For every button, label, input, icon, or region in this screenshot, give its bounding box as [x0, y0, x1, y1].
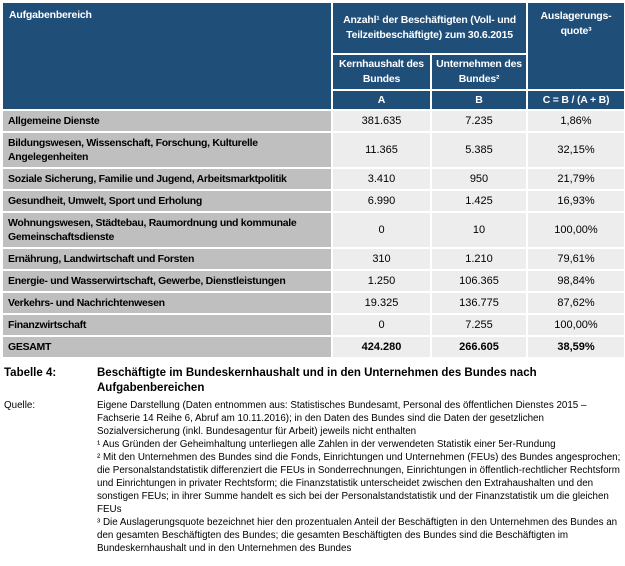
table-body: Allgemeine Dienste 381.635 7.235 1,86% B… [1, 109, 625, 359]
value-a: 11.365 [331, 131, 432, 169]
caption-label: Tabelle 4: [4, 367, 57, 379]
row-label: Bildungswesen, Wissenschaft, Forschung, … [1, 131, 333, 169]
caption-title: Beschäftigte im Bundeskernhaushalt und i… [97, 367, 537, 394]
table-row: Ernährung, Landwirtschaft und Forsten 31… [1, 247, 625, 271]
value-c: 16,93% [526, 189, 625, 213]
source-text: Eigene Darstellung (Daten entnommen aus:… [97, 399, 587, 437]
table-row: Allgemeine Dienste 381.635 7.235 1,86% [1, 109, 625, 133]
value-a: 310 [331, 247, 432, 271]
value-c: 38,59% [526, 335, 625, 359]
footnote-1: ¹ Aus Gründen der Geheimhaltung unterlie… [97, 438, 556, 450]
source-block: Quelle: Eigene Darstellung (Daten entnom… [4, 399, 625, 555]
value-b: 7.255 [430, 313, 528, 337]
table-row: Gesundheit, Umwelt, Sport und Erholung 6… [1, 189, 625, 213]
table-row: Finanzwirtschaft 0 7.255 100,00% [1, 313, 625, 337]
value-b: 266.605 [430, 335, 528, 359]
row-label: Soziale Sicherung, Familie und Jugend, A… [1, 167, 333, 191]
value-a: 3.410 [331, 167, 432, 191]
row-label: GESAMT [1, 335, 333, 359]
source-label: Quelle: [4, 399, 36, 411]
table-caption: Tabelle 4: Beschäftigte im Bundeskernhau… [4, 366, 625, 396]
table-row-total: GESAMT 424.280 266.605 38,59% [1, 335, 625, 359]
header-unternehmen: Unternehmen des Bundes² [430, 53, 528, 91]
value-c: 100,00% [526, 313, 625, 337]
value-a: 19.325 [331, 291, 432, 315]
table-row: Soziale Sicherung, Familie und Jugend, A… [1, 167, 625, 191]
header-anzahl-group: Anzahl¹ der Beschäftigten (Voll- und Tei… [331, 1, 528, 55]
value-a: 0 [331, 211, 432, 249]
value-b: 7.235 [430, 109, 528, 133]
value-a: 381.635 [331, 109, 432, 133]
table-row: Wohnungswesen, Städtebau, Raumordnung un… [1, 211, 625, 249]
employees-table: Aufgabenbereich Anzahl¹ der Beschäftigte… [1, 1, 625, 359]
header-col-c: C = B / (A + B) [526, 89, 625, 111]
header-col-a: A [331, 89, 432, 111]
header-aufgabenbereich: Aufgabenbereich [1, 1, 333, 111]
table-row: Bildungswesen, Wissenschaft, Forschung, … [1, 131, 625, 169]
row-label: Verkehrs- und Nachrichtenwesen [1, 291, 333, 315]
value-b: 136.775 [430, 291, 528, 315]
value-a: 6.990 [331, 189, 432, 213]
value-c: 87,62% [526, 291, 625, 315]
row-label: Allgemeine Dienste [1, 109, 333, 133]
row-label: Wohnungswesen, Städtebau, Raumordnung un… [1, 211, 333, 249]
header-row-abc: A B C = B / (A + B) [2, 89, 625, 111]
footnote-3: ³ Die Auslagerungsquote bezeichnet hier … [97, 517, 618, 555]
table-row: Verkehrs- und Nachrichtenwesen 19.325 13… [1, 291, 625, 315]
source-body: Eigene Darstellung (Daten entnommen aus:… [97, 399, 622, 555]
table-header: Aufgabenbereich Anzahl¹ der Beschäftigte… [1, 1, 625, 111]
value-b: 1.425 [430, 189, 528, 213]
header-row-sub: Kernhaushalt des Bundes Unternehmen des … [2, 53, 625, 91]
footnote-2: ² Mit den Unternehmen des Bundes sind di… [97, 451, 621, 515]
value-a: 1.250 [331, 269, 432, 293]
value-b: 10 [430, 211, 528, 249]
table-row: Energie- und Wasserwirtschaft, Gewerbe, … [1, 269, 625, 293]
value-c: 98,84% [526, 269, 625, 293]
value-c: 100,00% [526, 211, 625, 249]
value-c: 21,79% [526, 167, 625, 191]
value-b: 106.365 [430, 269, 528, 293]
header-row-group: Aufgabenbereich Anzahl¹ der Beschäftigte… [1, 1, 625, 111]
row-label: Ernährung, Landwirtschaft und Forsten [1, 247, 333, 271]
value-c: 79,61% [526, 247, 625, 271]
value-b: 5.385 [430, 131, 528, 169]
value-b: 1.210 [430, 247, 528, 271]
row-label: Energie- und Wasserwirtschaft, Gewerbe, … [1, 269, 333, 293]
value-c: 1,86% [526, 109, 625, 133]
value-a: 424.280 [331, 335, 432, 359]
header-col-b: B [430, 89, 528, 111]
header-auslagerungsquote: Auslagerungs-quote³ [526, 1, 625, 91]
row-label: Gesundheit, Umwelt, Sport und Erholung [1, 189, 333, 213]
row-label: Finanzwirtschaft [1, 313, 333, 337]
value-a: 0 [331, 313, 432, 337]
value-b: 950 [430, 167, 528, 191]
header-kernhaushalt: Kernhaushalt des Bundes [331, 53, 432, 91]
value-c: 32,15% [526, 131, 625, 169]
